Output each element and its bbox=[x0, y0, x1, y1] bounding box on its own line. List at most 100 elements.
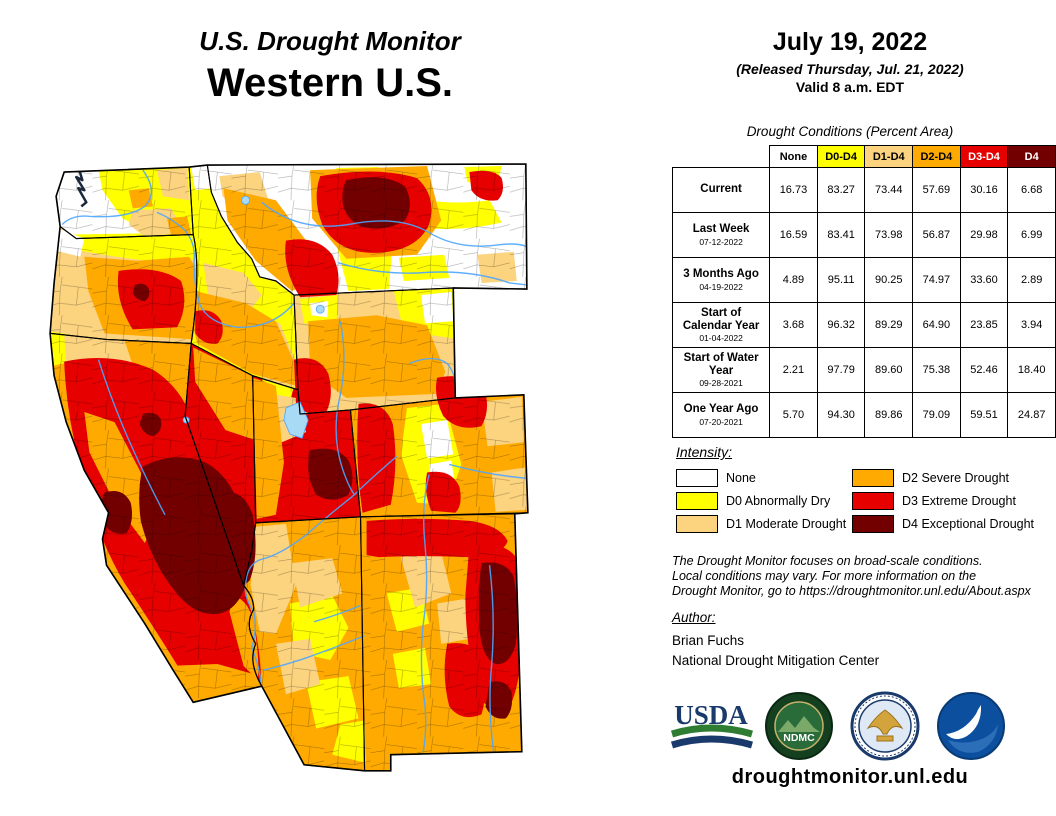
valid-time: Valid 8 a.m. EDT bbox=[795, 79, 905, 95]
ndmc-logo: NDMC bbox=[764, 690, 834, 767]
map-date: July 19, 2022 bbox=[772, 28, 928, 56]
column-header-d1: D1-D4 bbox=[864, 145, 914, 168]
county-lines bbox=[50, 164, 528, 771]
cell-value: 30.16 bbox=[959, 167, 1009, 213]
flathead-lake bbox=[241, 195, 251, 205]
table-row: Start of Calendar Year 01-04-2022 3.68 96… bbox=[671, 302, 1056, 348]
cell-value: 2.89 bbox=[1007, 257, 1056, 303]
yellowstone-lake bbox=[315, 304, 325, 314]
column-header-none: None bbox=[769, 145, 818, 168]
map-svg bbox=[49, 163, 529, 772]
table-row: Start of Water Year 09-28-2021 2.21 97.79… bbox=[671, 347, 1056, 393]
cell-value: 83.41 bbox=[816, 212, 866, 258]
legend-title: Intensity: bbox=[676, 444, 733, 460]
cell-value: 3.94 bbox=[1007, 302, 1056, 348]
cell-value: 6.99 bbox=[1007, 212, 1056, 258]
page-title: Western U.S. bbox=[207, 61, 453, 105]
cell-value: 5.70 bbox=[769, 392, 818, 438]
legend-item-none: None bbox=[676, 466, 846, 489]
cell-value: 16.59 bbox=[769, 212, 818, 258]
table-row: Current 16.73 83.27 73.44 57.69 30.16 6.… bbox=[671, 167, 1056, 213]
table-title: Drought Conditions (Percent Area) bbox=[746, 124, 954, 139]
row-date: 09-28-2021 bbox=[699, 378, 743, 388]
cell-value: 73.98 bbox=[864, 212, 914, 258]
legend-swatch-d1 bbox=[676, 514, 718, 533]
author-name: Brian Fuchs bbox=[672, 633, 745, 648]
puget-sound bbox=[75, 169, 88, 208]
cell-value: 64.90 bbox=[912, 302, 961, 348]
cell-value: 4.89 bbox=[769, 257, 818, 303]
table-row: One Year Ago 07-20-2021 5.70 94.30 89.86 … bbox=[671, 392, 1056, 438]
row-date: 04-19-2022 bbox=[699, 281, 743, 292]
cell-value: 94.30 bbox=[816, 392, 866, 438]
cell-value: 73.44 bbox=[864, 167, 914, 213]
author-organization: National Drought Mitigation Center bbox=[672, 653, 880, 668]
cell-value: 74.97 bbox=[912, 257, 961, 303]
cell-value: 97.79 bbox=[816, 347, 866, 393]
row-label: Start of Water Year bbox=[683, 352, 759, 377]
row-label: One Year Ago bbox=[683, 403, 759, 416]
drought-map bbox=[46, 162, 666, 792]
cell-value: 95.11 bbox=[816, 257, 866, 303]
cell-value: 3.68 bbox=[769, 302, 818, 348]
legend-swatch-none bbox=[676, 468, 718, 487]
legend-item-d3: D3 Extreme Drought bbox=[852, 489, 1034, 512]
usda-logo: USDA bbox=[664, 690, 758, 767]
commerce-seal-logo bbox=[850, 690, 920, 767]
cell-value: 83.27 bbox=[816, 167, 866, 213]
legend-swatch-d2 bbox=[852, 468, 894, 487]
legend-item-d1: D1 Moderate Drought bbox=[676, 512, 846, 535]
cell-value: 96.32 bbox=[816, 302, 866, 348]
cell-value: 2.21 bbox=[769, 347, 818, 393]
table-row: Last Week 07-12-2022 16.59 83.41 73.98 56… bbox=[671, 212, 1056, 258]
column-header-d0: D0-D4 bbox=[816, 145, 866, 168]
cell-value: 23.85 bbox=[959, 302, 1009, 348]
legend-item-d2: D2 Severe Drought bbox=[852, 466, 1034, 489]
legend-swatch-d3 bbox=[852, 491, 894, 510]
row-date: 01-04-2022 bbox=[699, 333, 743, 343]
row-date: 07-12-2022 bbox=[699, 236, 743, 247]
cell-value: 18.40 bbox=[1007, 347, 1056, 393]
row-label: Current bbox=[700, 183, 742, 196]
cell-value: 90.25 bbox=[864, 257, 914, 303]
cell-value: 56.87 bbox=[912, 212, 961, 258]
column-header-d4: D4 bbox=[1007, 145, 1056, 168]
table-header-row: None D0-D4 D1-D4 D2-D4 D3-D4 D4 bbox=[673, 145, 1056, 168]
column-header-d3: D3-D4 bbox=[959, 145, 1009, 168]
table-row: 3 Months Ago 04-19-2022 4.89 95.11 90.25 … bbox=[671, 257, 1056, 303]
cell-value: 24.87 bbox=[1007, 392, 1056, 438]
agency-logos: USDA NDMC bbox=[660, 690, 1040, 764]
cell-value: 75.38 bbox=[912, 347, 961, 393]
noaa-logo bbox=[936, 690, 1006, 767]
cell-value: 59.51 bbox=[959, 392, 1009, 438]
row-label: Start of Calendar Year bbox=[682, 307, 760, 332]
cell-value: 89.29 bbox=[864, 302, 914, 348]
legend-item-d4: D4 Exceptional Drought bbox=[852, 512, 1034, 535]
cell-value: 79.09 bbox=[912, 392, 961, 438]
cell-value: 52.46 bbox=[959, 347, 1009, 393]
row-date: 07-20-2021 bbox=[699, 416, 743, 427]
cell-value: 57.69 bbox=[912, 167, 961, 213]
column-header-d2: D2-D4 bbox=[912, 145, 961, 168]
cell-value: 89.86 bbox=[864, 392, 914, 438]
cell-value: 89.60 bbox=[864, 347, 914, 393]
report-kicker: U.S. Drought Monitor bbox=[199, 26, 461, 56]
date-block: July 19, 2022 (Released Thursday, Jul. 2… bbox=[660, 28, 1040, 95]
cell-value: 29.98 bbox=[959, 212, 1009, 258]
disclaimer-text: The Drought Monitor focuses on broad-sca… bbox=[672, 554, 1031, 598]
cell-value: 33.60 bbox=[959, 257, 1009, 303]
drought-statistics-table: None D0-D4 D1-D4 D2-D4 D3-D4 D4 Current … bbox=[671, 145, 1056, 438]
rivers bbox=[61, 169, 528, 753]
row-label: 3 Months Ago bbox=[683, 268, 759, 281]
cell-value: 16.73 bbox=[769, 167, 818, 213]
ndmc-logo-text: NDMC bbox=[783, 732, 815, 744]
cell-value: 6.68 bbox=[1007, 167, 1056, 213]
release-date: (Released Thursday, Jul. 21, 2022) bbox=[736, 61, 964, 77]
legend-swatch-d0 bbox=[676, 491, 718, 510]
author-heading: Author: bbox=[672, 610, 716, 625]
table-corner-cell bbox=[673, 146, 770, 168]
legend-swatch-d4 bbox=[852, 514, 894, 533]
title-block: U.S. Drought Monitor Western U.S. bbox=[160, 26, 500, 106]
website-url[interactable]: droughtmonitor.unl.edu bbox=[731, 766, 969, 788]
